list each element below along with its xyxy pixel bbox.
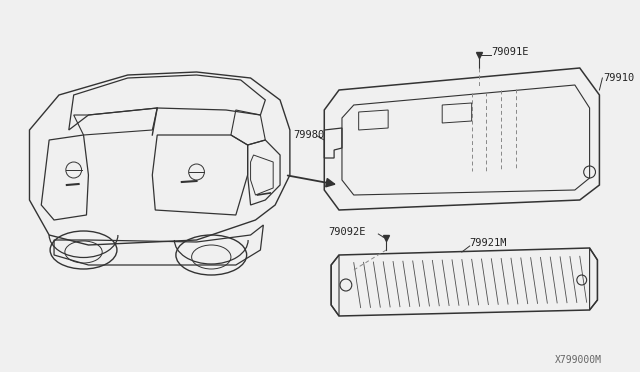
- Text: 79910: 79910: [604, 73, 635, 83]
- Text: 79980: 79980: [293, 130, 324, 140]
- Text: 79921M: 79921M: [470, 238, 508, 248]
- Text: 79091E: 79091E: [492, 47, 529, 57]
- Text: X799000M: X799000M: [556, 355, 602, 365]
- Text: 79092E: 79092E: [328, 227, 365, 237]
